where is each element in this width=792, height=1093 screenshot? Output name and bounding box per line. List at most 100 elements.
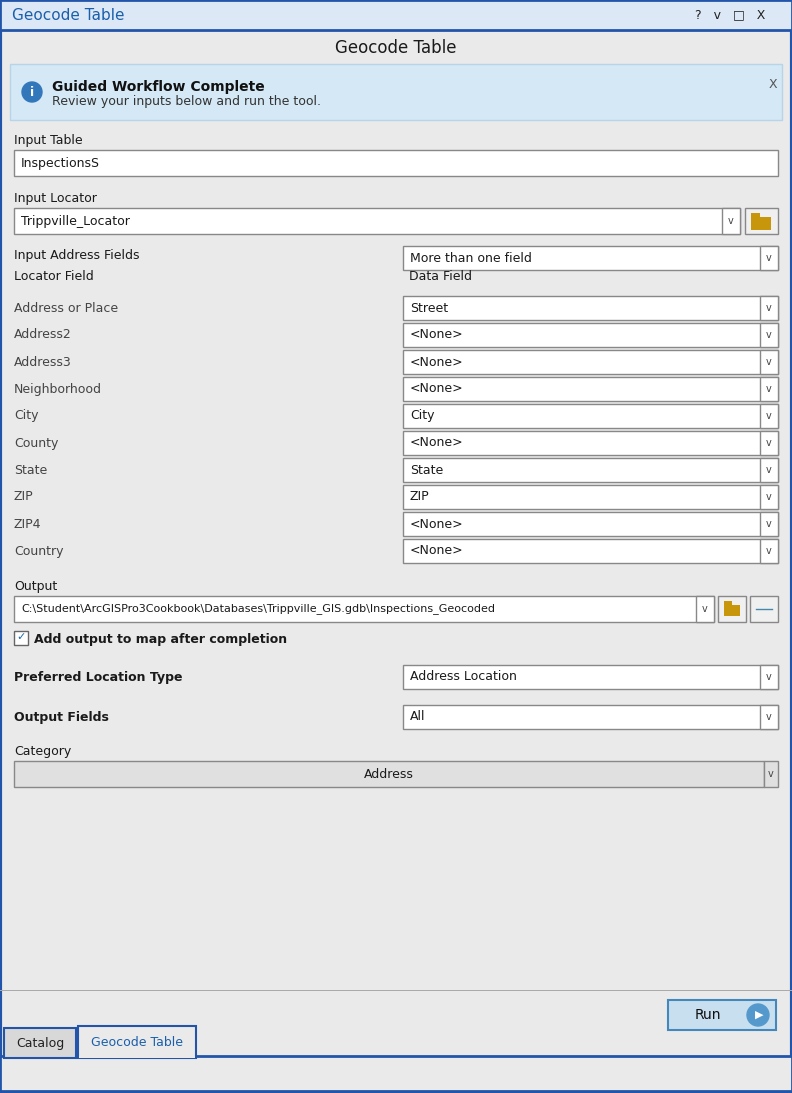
Bar [760, 404, 778, 428]
Bar [403, 512, 778, 536]
Bar [751, 218, 771, 230]
Bar [760, 485, 778, 509]
Bar [403, 431, 778, 455]
Text: v: v [766, 303, 772, 313]
Text: Address Location: Address Location [410, 670, 517, 683]
Text: InspectionsS: InspectionsS [21, 156, 100, 169]
Bar [14, 631, 28, 645]
Text: v: v [766, 252, 772, 263]
Text: v: v [728, 216, 734, 226]
Bar [79, 1056, 195, 1058]
Text: v: v [766, 384, 772, 393]
Bar [760, 458, 778, 482]
Text: Address3: Address3 [14, 355, 72, 368]
Bar [403, 485, 778, 509]
Bar [403, 539, 778, 563]
Text: State: State [14, 463, 48, 477]
Text: v: v [703, 604, 708, 614]
Text: v: v [766, 492, 772, 502]
Text: ▶: ▶ [755, 1010, 763, 1020]
Text: Neighborhood: Neighborhood [14, 383, 102, 396]
Bar [764, 761, 778, 787]
Text: v: v [768, 769, 774, 779]
Text: <None>: <None> [410, 383, 463, 396]
Text: ZIP4: ZIP4 [14, 517, 41, 530]
Bar [14, 208, 740, 234]
Bar [718, 596, 746, 622]
Text: Category: Category [14, 745, 71, 759]
Bar [760, 431, 778, 455]
Text: v: v [766, 438, 772, 448]
Circle shape [22, 82, 42, 102]
Text: Catalog: Catalog [16, 1036, 64, 1049]
Circle shape [747, 1004, 769, 1026]
Text: City: City [410, 410, 435, 423]
Text: Review your inputs below and run the tool.: Review your inputs below and run the too… [52, 95, 321, 108]
Text: <None>: <None> [410, 517, 463, 530]
Bar [14, 596, 714, 622]
Text: v: v [766, 465, 772, 475]
Bar [403, 296, 778, 320]
Text: Geocode Table: Geocode Table [335, 39, 457, 57]
Bar [403, 705, 778, 729]
Bar [4, 1029, 76, 1058]
Text: v: v [766, 411, 772, 421]
Bar [403, 246, 778, 270]
Bar [0, 1056, 792, 1091]
Text: Address or Place: Address or Place [14, 302, 118, 315]
Text: v: v [766, 712, 772, 722]
Text: More than one field: More than one field [410, 251, 532, 265]
Text: Input Address Fields: Input Address Fields [14, 249, 139, 262]
Bar [745, 208, 778, 234]
Bar [760, 350, 778, 374]
Text: Locator Field: Locator Field [14, 270, 93, 283]
Bar [403, 377, 778, 401]
Bar [724, 601, 732, 606]
Text: <None>: <None> [410, 544, 463, 557]
Text: Address2: Address2 [14, 329, 72, 341]
Text: Add output to map after completion: Add output to map after completion [34, 633, 287, 646]
Text: All: All [410, 710, 425, 724]
Bar [78, 1026, 196, 1058]
Bar [750, 596, 778, 622]
Bar [403, 404, 778, 428]
Text: Input Locator: Input Locator [14, 192, 97, 205]
Bar [724, 606, 740, 616]
Bar [668, 1000, 776, 1030]
Text: Geocode Table: Geocode Table [12, 8, 124, 23]
Text: Address: Address [364, 767, 414, 780]
Bar [722, 208, 740, 234]
Bar [403, 350, 778, 374]
Bar [760, 377, 778, 401]
Text: C:\Student\ArcGISPro3Cookbook\Databases\Trippville_GIS.gdb\Inspections_Geocoded: C:\Student\ArcGISPro3Cookbook\Databases\… [21, 603, 495, 614]
Text: Output: Output [14, 580, 57, 593]
Text: ?   v   □   X: ? v □ X [695, 9, 765, 22]
Text: ZIP: ZIP [410, 491, 429, 504]
Text: v: v [766, 672, 772, 682]
Bar [760, 512, 778, 536]
Bar [0, 0, 792, 30]
Text: i: i [30, 85, 34, 98]
Text: <None>: <None> [410, 436, 463, 449]
Text: Guided Workflow Complete: Guided Workflow Complete [52, 80, 265, 94]
Text: State: State [410, 463, 444, 477]
Text: v: v [766, 330, 772, 340]
Bar [14, 150, 778, 176]
Bar [760, 296, 778, 320]
Text: Trippville_Locator: Trippville_Locator [21, 214, 130, 227]
Text: v: v [766, 546, 772, 556]
Bar [760, 324, 778, 346]
Bar [760, 539, 778, 563]
Text: X: X [769, 78, 777, 91]
Bar [760, 246, 778, 270]
Text: Preferred Location Type: Preferred Location Type [14, 670, 182, 683]
Text: Output Fields: Output Fields [14, 710, 109, 724]
Text: Country: Country [14, 544, 63, 557]
Bar [751, 213, 760, 219]
Text: County: County [14, 436, 59, 449]
Text: Geocode Table: Geocode Table [91, 1036, 183, 1049]
Text: <None>: <None> [410, 329, 463, 341]
Bar [696, 596, 714, 622]
Text: v: v [766, 357, 772, 367]
Text: Input Table: Input Table [14, 134, 82, 146]
